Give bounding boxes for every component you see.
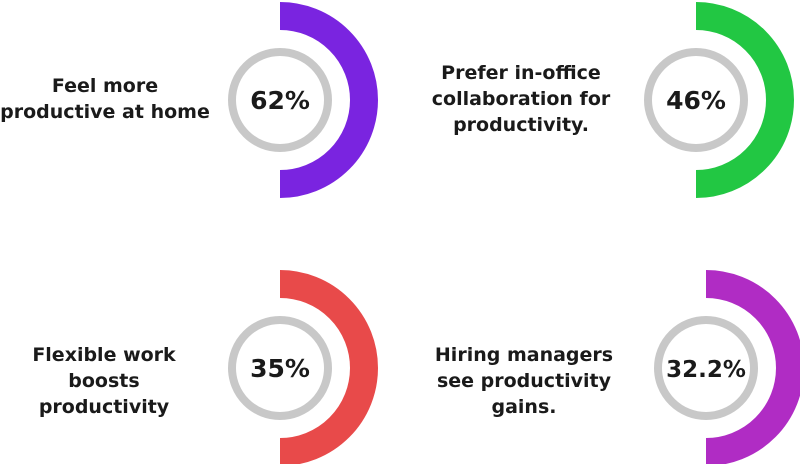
stat-label-office: Prefer in-office collaboration for produ… [431, 62, 611, 136]
value-label-office: 46% [666, 86, 726, 115]
outer-arc-flexible [279, 270, 378, 464]
value-label-home: 62% [250, 86, 310, 115]
value-label-flexible: 35% [250, 354, 310, 383]
donut-hiring: 32.2% [654, 270, 800, 464]
stat-label-home: Feel more productive at home [0, 75, 210, 123]
outer-arc-hiring [705, 270, 800, 464]
value-label-hiring: 32.2% [666, 357, 746, 383]
inner-ring-home [228, 48, 332, 152]
outer-arc-office [695, 2, 794, 198]
donut-office: 46% [644, 2, 794, 198]
outer-arc-home [279, 2, 378, 198]
stat-label-hiring: Hiring managers see productivity gains. [434, 344, 614, 418]
stat-label-flexible: Flexible work boosts productivity [32, 344, 176, 418]
inner-ring-office [644, 48, 748, 152]
inner-ring-hiring [654, 316, 758, 420]
donut-home: 62% [228, 2, 378, 198]
donut-flexible: 35% [228, 270, 378, 464]
inner-ring-flexible [228, 316, 332, 420]
